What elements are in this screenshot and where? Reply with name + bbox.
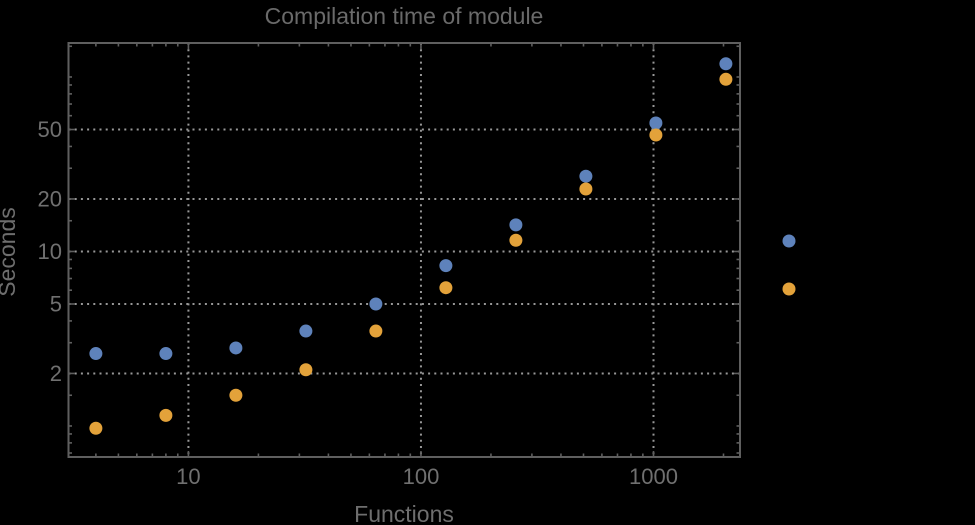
legend-marker-series-blue: [782, 234, 796, 248]
x-tick-label: 10: [176, 464, 200, 489]
data-point-series-blue: [369, 297, 383, 311]
data-point-series-blue: [439, 259, 453, 273]
legend-marker-series-orange: [782, 282, 796, 296]
data-point-series-orange: [369, 324, 383, 338]
x-axis-label: Functions: [354, 501, 454, 525]
data-point-series-orange: [649, 128, 663, 142]
data-point-series-blue: [509, 218, 523, 232]
data-point-series-blue: [649, 116, 663, 130]
y-tick-label: 5: [50, 292, 62, 317]
data-point-series-blue: [89, 347, 103, 361]
y-tick-label: 10: [38, 239, 62, 264]
x-tick-label: 100: [403, 464, 440, 489]
tick-labels: 10 100 1000 2 5 10 20 50: [38, 117, 678, 489]
y-tick-label: 50: [38, 117, 62, 142]
y-tick-label: 2: [50, 361, 62, 386]
data-point-series-blue: [299, 324, 313, 338]
data-point-series-orange: [579, 182, 593, 196]
data-point-series-orange: [719, 72, 733, 86]
data-point-series-orange: [229, 388, 243, 402]
data-point-series-blue: [229, 341, 243, 355]
data-points: [89, 57, 733, 435]
x-tick-label: 1000: [629, 464, 678, 489]
legend: [782, 234, 796, 296]
plot-frame: [67, 42, 741, 458]
data-point-series-blue: [719, 57, 733, 71]
data-point-series-orange: [509, 233, 523, 247]
axis-ticks: [68, 43, 740, 457]
gridlines: [68, 43, 740, 457]
data-point-series-orange: [299, 363, 313, 377]
data-point-series-blue: [579, 169, 593, 183]
y-axis-label: Seconds: [0, 207, 20, 297]
data-point-series-blue: [159, 347, 173, 361]
chart-title: Compilation time of module: [265, 3, 544, 29]
data-point-series-orange: [159, 408, 173, 422]
data-point-series-orange: [89, 421, 103, 435]
data-point-series-orange: [439, 281, 453, 295]
y-tick-label: 20: [38, 186, 62, 211]
